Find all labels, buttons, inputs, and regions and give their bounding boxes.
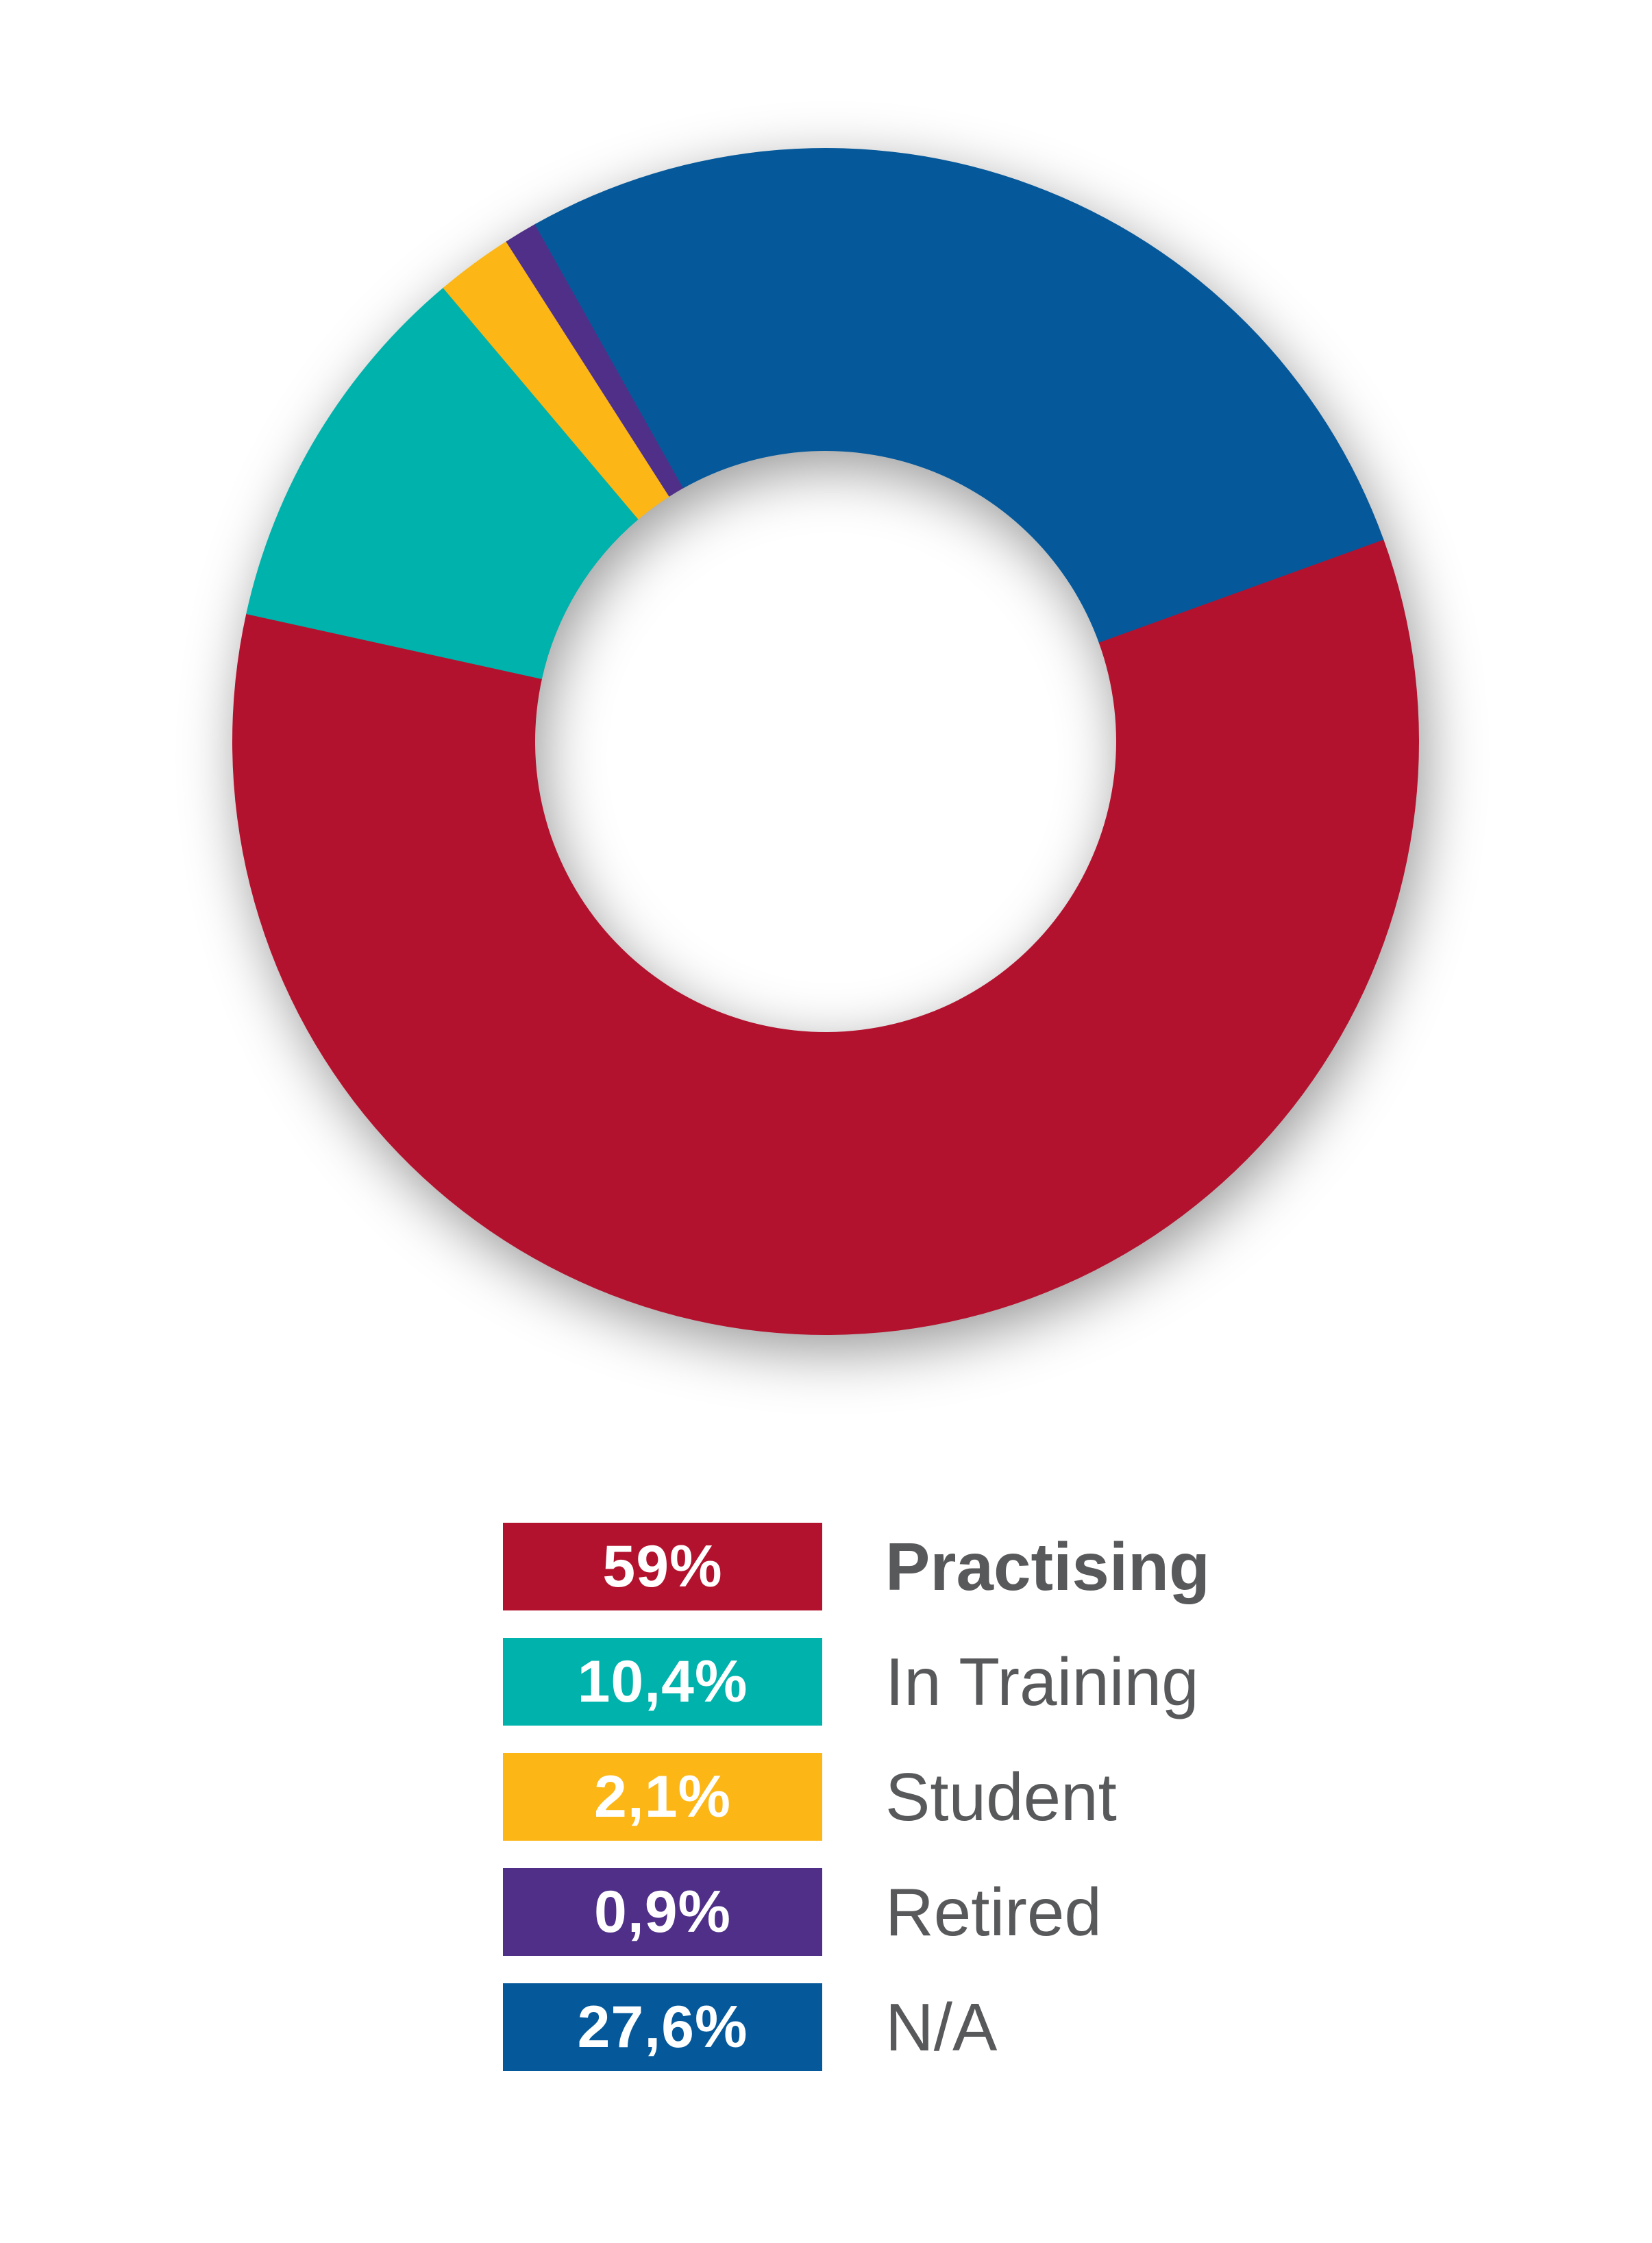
donut-slice-student <box>443 241 670 519</box>
donut-slice-retired <box>506 223 684 497</box>
donut-slice-in-training <box>246 287 639 679</box>
legend-row-na: 27,6% N/A <box>503 1983 1210 2071</box>
legend-row-retired: 0,9% Retired <box>503 1868 1210 1956</box>
legend-value-student: 2,1% <box>593 1764 732 1830</box>
chart-legend: 59% Practising 10,4% In Training 2,1% St… <box>503 1523 1210 2098</box>
legend-row-practising: 59% Practising <box>503 1523 1210 1610</box>
donut-slice-practising <box>232 538 1420 1336</box>
legend-value-retired: 0,9% <box>593 1879 732 1945</box>
legend-row-in-training: 10,4% In Training <box>503 1638 1210 1726</box>
legend-value-na: 27,6% <box>577 1994 748 2060</box>
donut-slice-n-a <box>534 147 1384 643</box>
legend-swatch-na: 27,6% <box>503 1983 822 2071</box>
legend-swatch-practising: 59% <box>503 1523 822 1610</box>
legend-value-in-training: 10,4% <box>577 1649 748 1715</box>
legend-label-na: N/A <box>885 1989 998 2065</box>
legend-label-retired: Retired <box>885 1874 1102 1950</box>
legend-label-in-training: In Training <box>885 1644 1199 1719</box>
legend-value-practising: 59% <box>602 1534 723 1599</box>
legend-swatch-in-training: 10,4% <box>503 1638 822 1726</box>
legend-swatch-student: 2,1% <box>503 1753 822 1841</box>
legend-label-student: Student <box>885 1759 1117 1835</box>
legend-row-student: 2,1% Student <box>503 1753 1210 1841</box>
legend-swatch-retired: 0,9% <box>503 1868 822 1956</box>
legend-label-practising: Practising <box>885 1529 1210 1604</box>
